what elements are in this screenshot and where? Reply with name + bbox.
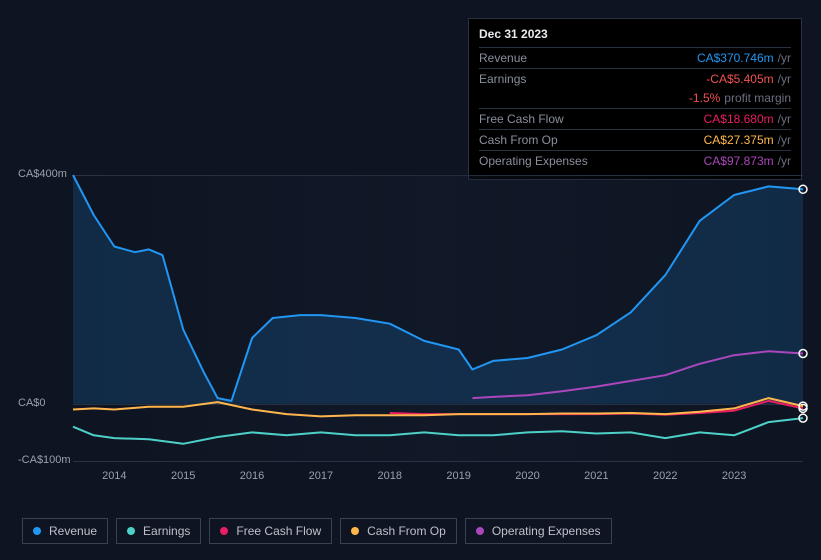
y-axis-label: CA$400m [18, 168, 67, 180]
gridline [73, 461, 803, 462]
legend-label: Earnings [143, 524, 190, 538]
x-axis-label: 2022 [653, 470, 677, 482]
chart-svg [73, 175, 803, 461]
legend-item[interactable]: Earnings [116, 518, 201, 544]
tooltip-subrow: -1.5%profit margin [479, 89, 791, 108]
legend-label: Free Cash Flow [236, 524, 321, 538]
legend-swatch-icon [351, 527, 359, 535]
plot-area [73, 175, 803, 461]
series-line [73, 418, 803, 444]
y-axis-label: CA$0 [18, 397, 46, 409]
x-axis-label: 2023 [722, 470, 746, 482]
legend-item[interactable]: Operating Expenses [465, 518, 612, 544]
x-axis-label: 2015 [171, 470, 195, 482]
series-end-marker [799, 350, 807, 358]
tooltip-metric-value: CA$370.746m/yr [697, 51, 791, 65]
tooltip-metric-value: CA$18.680m/yr [704, 112, 791, 126]
tooltip-date: Dec 31 2023 [479, 27, 791, 47]
legend-item[interactable]: Revenue [22, 518, 108, 544]
tooltip-metric-value: CA$27.375m/yr [704, 133, 791, 147]
legend-item[interactable]: Cash From Op [340, 518, 457, 544]
series-end-marker [799, 402, 807, 410]
x-axis-label: 2018 [378, 470, 402, 482]
y-axis-label: -CA$100m [18, 454, 71, 466]
x-axis-label: 2017 [309, 470, 333, 482]
legend-label: Operating Expenses [492, 524, 601, 538]
tooltip-row: Revenue CA$370.746m/yr [479, 47, 791, 68]
legend: Revenue Earnings Free Cash Flow Cash From O… [22, 518, 612, 544]
legend-label: Revenue [49, 524, 97, 538]
tooltip-metric-value: -CA$5.405m/yr [706, 72, 791, 86]
x-axis-label: 2020 [515, 470, 539, 482]
tooltip-row: Cash From Op CA$27.375m/yr [479, 129, 791, 150]
legend-item[interactable]: Free Cash Flow [209, 518, 332, 544]
data-tooltip: Dec 31 2023 Revenue CA$370.746m/yr Earning… [468, 18, 802, 180]
legend-label: Cash From Op [367, 524, 446, 538]
tooltip-row: Earnings -CA$5.405m/yr [479, 68, 791, 89]
x-axis-label: 2021 [584, 470, 608, 482]
legend-swatch-icon [220, 527, 228, 535]
financials-chart: CA$400m CA$0 -CA$100m 2014 2015 2016 2017 2018… [18, 160, 804, 480]
series-area [73, 175, 803, 404]
x-axis-label: 2016 [240, 470, 264, 482]
legend-swatch-icon [33, 527, 41, 535]
series-end-marker [799, 414, 807, 422]
legend-swatch-icon [127, 527, 135, 535]
x-axis-label: 2019 [446, 470, 470, 482]
tooltip-metric-label: Free Cash Flow [479, 112, 564, 126]
tooltip-row: Free Cash Flow CA$18.680m/yr [479, 108, 791, 129]
tooltip-metric-label: Cash From Op [479, 133, 558, 147]
x-axis-label: 2014 [102, 470, 126, 482]
tooltip-rows: Revenue CA$370.746m/yr Earnings -CA$5.405m/… [479, 47, 791, 171]
tooltip-metric-label: Revenue [479, 51, 527, 65]
legend-swatch-icon [476, 527, 484, 535]
tooltip-metric-label: Earnings [479, 72, 526, 86]
series-end-marker [799, 185, 807, 193]
